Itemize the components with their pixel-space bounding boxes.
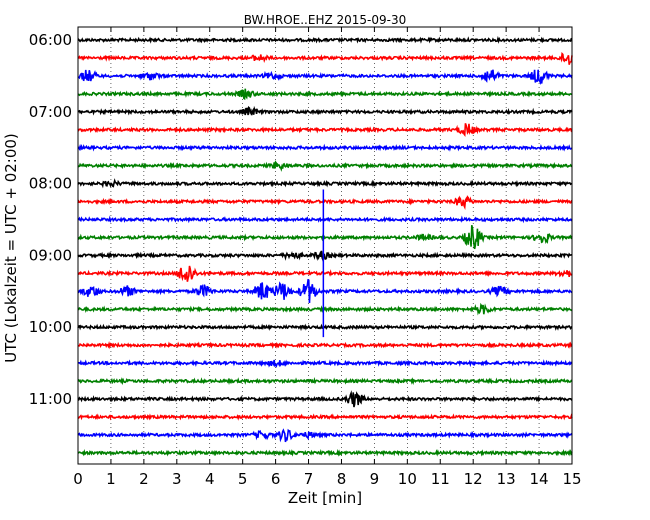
trace-1030 xyxy=(77,359,573,368)
x-tick-label: 10 xyxy=(398,470,417,488)
x-tick-label: 9 xyxy=(370,470,380,488)
trace-0830 xyxy=(77,215,573,224)
x-tick-label: 4 xyxy=(205,470,215,488)
y-axis-label: UTC (Lokalzeit = UTC + 02:00) xyxy=(2,133,20,363)
x-tick-label: 11 xyxy=(431,470,450,488)
plot-frame xyxy=(77,26,573,465)
trace-0630 xyxy=(77,69,573,86)
trace-0745 xyxy=(77,160,573,172)
trace-0915 xyxy=(77,265,573,282)
x-tick-label: 5 xyxy=(238,470,248,488)
trace-0700 xyxy=(77,105,573,116)
trace-1000 xyxy=(77,323,573,332)
traces xyxy=(77,35,573,457)
trace-1130 xyxy=(77,428,573,443)
chart-title: BW.HROE..EHZ 2015-09-30 xyxy=(244,13,407,27)
x-tick-label: 6 xyxy=(271,470,281,488)
x-tick-label: 3 xyxy=(172,470,182,488)
trace-1015 xyxy=(77,340,573,350)
y-tick-label: 08:00 xyxy=(29,175,72,193)
y-tick-label: 09:00 xyxy=(29,246,72,264)
x-tick-label: 7 xyxy=(304,470,314,488)
x-axis: 0 1 2 3 4 5 6 7 8 9 10 11 12 13 14 15 xyxy=(73,27,582,488)
trace-0715 xyxy=(77,123,573,138)
y-tick-label: 06:00 xyxy=(29,31,72,49)
trace-0930 xyxy=(77,278,573,304)
x-tick-label: 1 xyxy=(106,470,116,488)
y-axis: 06:00 07:00 08:00 09:00 10:00 11:00 xyxy=(29,31,83,408)
trace-0800 xyxy=(77,178,573,189)
trace-0845 xyxy=(77,225,573,250)
plot-area xyxy=(78,27,572,464)
trace-1115 xyxy=(77,413,573,421)
x-tick-label: 15 xyxy=(562,470,581,488)
trace-1100 xyxy=(77,390,573,408)
x-tick-label: 12 xyxy=(464,470,483,488)
trace-0945 xyxy=(78,302,573,316)
y-tick-label: 07:00 xyxy=(29,103,72,121)
trace-0600 xyxy=(77,35,573,44)
y-tick-label: 11:00 xyxy=(29,390,72,408)
trace-1045 xyxy=(77,377,573,386)
x-tick-label: 0 xyxy=(73,470,83,488)
x-tick-label: 14 xyxy=(530,470,549,488)
grid xyxy=(110,27,540,464)
x-axis-label: Zeit [min] xyxy=(288,489,362,507)
trace-0645 xyxy=(77,88,573,101)
x-tick-label: 13 xyxy=(497,470,516,488)
x-tick-label: 8 xyxy=(337,470,347,488)
trace-0900 xyxy=(77,250,573,263)
x-tick-label: 2 xyxy=(139,470,149,488)
trace-0615 xyxy=(77,51,573,65)
trace-1145 xyxy=(77,448,573,457)
trace-0730 xyxy=(77,143,573,152)
trace-0815 xyxy=(77,195,573,211)
y-tick-label: 10:00 xyxy=(29,318,72,336)
